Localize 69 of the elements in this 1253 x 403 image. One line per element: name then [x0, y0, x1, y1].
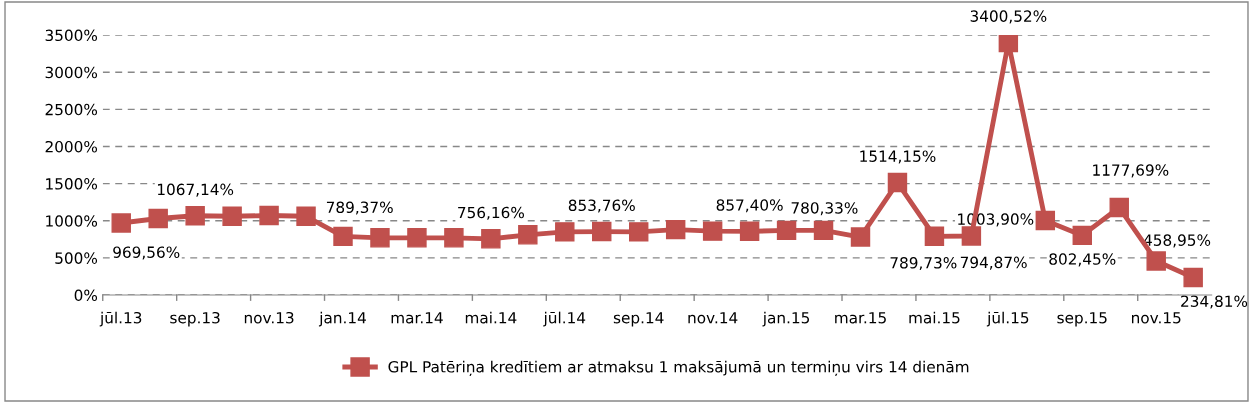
- point: [739, 221, 760, 242]
- data-label: 853,76%: [568, 199, 635, 213]
- y-tick-label: 2500%: [45, 103, 98, 116]
- point: [1035, 210, 1056, 231]
- point: [665, 219, 686, 240]
- point: [444, 228, 464, 248]
- y-tick-label: 1500%: [46, 178, 98, 190]
- y-tick-label: 3000%: [45, 66, 98, 79]
- point: [1146, 251, 1166, 271]
- x-tick-label: jan.14: [318, 311, 366, 327]
- x-tick-label: mai.14: [465, 311, 517, 324]
- point: [702, 221, 723, 241]
- point: [1072, 225, 1093, 246]
- point: [111, 213, 131, 233]
- y-tick-label: 0%: [74, 289, 98, 302]
- x-tick-label: jūl.13: [99, 311, 142, 327]
- legend-label: GPL Patēriņa kredītiem ar atmaksu 1 maksājumā un termiņu virs 14 dienām: [388, 360, 969, 377]
- data-label: 3400,52%: [970, 10, 1047, 24]
- point: [185, 206, 205, 226]
- data-label: 234,81%: [1181, 295, 1248, 309]
- point: [1183, 267, 1203, 288]
- data-label: 1514,15%: [860, 150, 936, 164]
- point: [850, 227, 871, 247]
- point: [887, 172, 908, 193]
- point: [296, 206, 316, 226]
- point: [518, 225, 538, 245]
- x-tick-label: mai.15: [909, 311, 960, 324]
- point: [628, 222, 649, 242]
- x-tick-label: mar.15: [835, 312, 886, 324]
- data-label: 756,16%: [458, 206, 525, 220]
- data-label: 794,87%: [960, 256, 1027, 270]
- point: [407, 228, 427, 248]
- point: [333, 226, 353, 247]
- y-tick-label: 3500%: [45, 29, 98, 42]
- point: [961, 226, 982, 246]
- point: [481, 229, 501, 249]
- x-tick-label: sep.13: [170, 311, 220, 327]
- data-label: 780,33%: [791, 202, 858, 216]
- data-label: 802,45%: [1049, 253, 1116, 267]
- y-tick-label: 1000%: [46, 215, 98, 227]
- point: [370, 228, 390, 248]
- data-label: 1177,69%: [1093, 164, 1169, 178]
- x-tick-label: jūl.15: [986, 311, 1029, 327]
- point: [555, 222, 575, 242]
- y-tick-label: 500%: [55, 252, 98, 264]
- x-tick-label: sep.14: [613, 312, 664, 327]
- point: [924, 226, 945, 247]
- point: [259, 205, 279, 226]
- data-label: 789,37%: [326, 201, 393, 215]
- point: [148, 208, 168, 229]
- point: [592, 221, 612, 242]
- point: [998, 35, 1019, 53]
- data-label: 1067,14%: [157, 183, 234, 197]
- x-tick-label: nov.13: [244, 311, 294, 324]
- x-tick-label: jan.15: [762, 311, 810, 327]
- y-tick-label: 2000%: [45, 140, 98, 153]
- x-tick-label: sep.15: [1057, 312, 1107, 327]
- data-label: 857,40%: [716, 199, 783, 213]
- data-label: 789,73%: [890, 257, 957, 271]
- point: [776, 220, 797, 241]
- point: [222, 206, 242, 226]
- x-tick-label: mar.14: [391, 312, 443, 324]
- x-tick-label: nov.14: [688, 312, 738, 324]
- x-tick-label: jūl.14: [543, 311, 586, 327]
- data-label: 969,56%: [113, 246, 180, 260]
- point: [1109, 197, 1129, 218]
- x-tick-label: nov.15: [1132, 312, 1181, 324]
- point: [813, 220, 834, 241]
- data-label: 458,95%: [1143, 234, 1211, 248]
